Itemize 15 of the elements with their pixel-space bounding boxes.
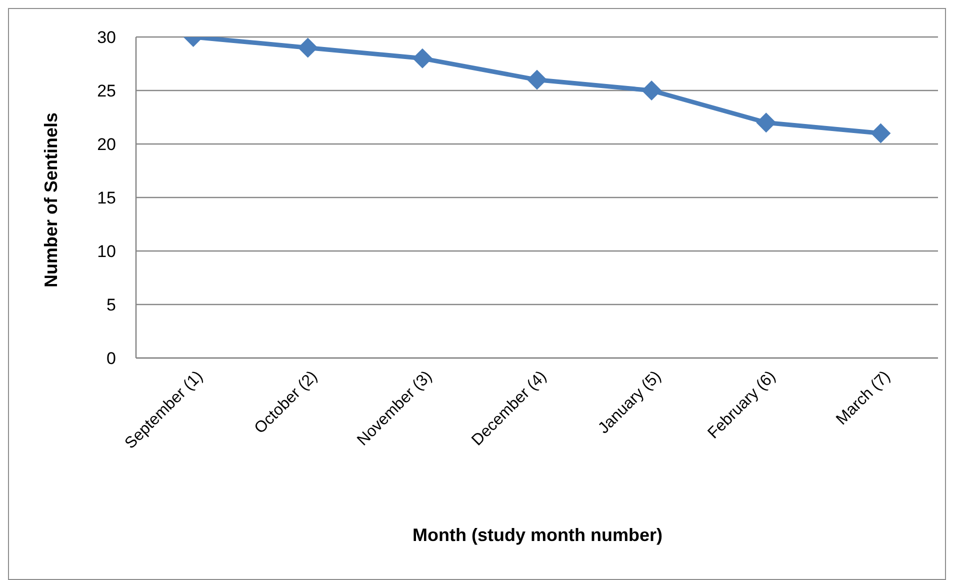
y-axis-title: Number of Sentinels bbox=[40, 111, 62, 290]
point bbox=[298, 38, 318, 58]
y-tick-label: 25 bbox=[97, 82, 116, 101]
x-axis-title: Month (study month number) bbox=[412, 524, 664, 547]
y-tick-label: 0 bbox=[106, 349, 116, 368]
point bbox=[642, 80, 662, 100]
y-tick-label: 30 bbox=[97, 28, 116, 48]
y-tick-label: 20 bbox=[97, 135, 116, 154]
y-tick-label: 15 bbox=[97, 188, 116, 208]
point bbox=[412, 48, 432, 68]
point bbox=[870, 123, 891, 144]
point bbox=[756, 112, 776, 133]
y-tick-label: 10 bbox=[97, 242, 116, 262]
y-tick-label: 5 bbox=[106, 296, 116, 315]
point bbox=[527, 70, 547, 90]
